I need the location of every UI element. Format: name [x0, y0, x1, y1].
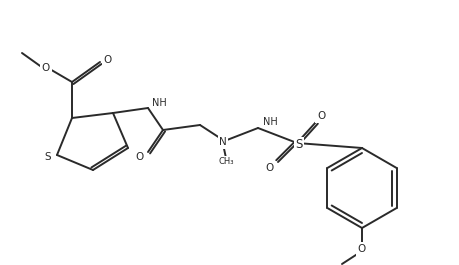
- Text: O: O: [266, 163, 274, 173]
- Text: CH₃: CH₃: [218, 157, 234, 166]
- Text: NH: NH: [152, 98, 167, 108]
- Text: O: O: [104, 55, 112, 65]
- Text: O: O: [358, 244, 366, 254]
- Text: N: N: [219, 137, 227, 147]
- Text: O: O: [317, 111, 325, 121]
- Text: O: O: [136, 152, 144, 162]
- Text: S: S: [45, 152, 51, 162]
- Text: O: O: [42, 63, 50, 73]
- Text: NH: NH: [263, 117, 278, 127]
- Text: S: S: [295, 139, 302, 152]
